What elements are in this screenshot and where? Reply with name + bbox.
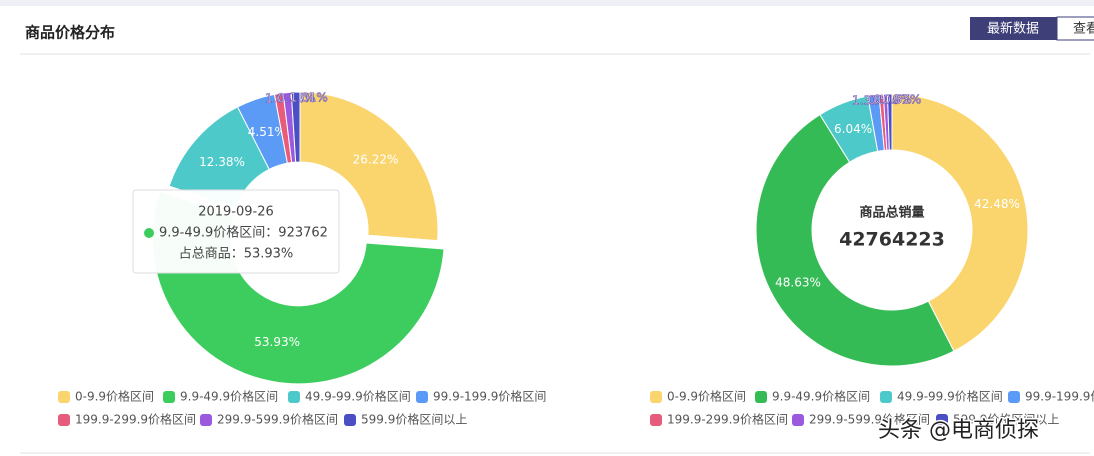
center-value: 42764223 bbox=[839, 229, 945, 251]
legend-label: 599.9价格区间以上 bbox=[361, 412, 467, 427]
slice-label: 1.01% bbox=[290, 91, 328, 105]
slice-label: 0.53% bbox=[883, 93, 921, 107]
button-view-label[interactable]: 查看 bbox=[1073, 21, 1094, 37]
tooltip: 2019-09-26 9.9-49.9价格区间：923762 占总商品：53.9… bbox=[132, 189, 340, 274]
legend-swatch bbox=[880, 391, 892, 403]
slice bbox=[886, 93, 893, 151]
tooltip-share: 占总商品：53.93% bbox=[179, 247, 294, 262]
slice-label: 48.63% bbox=[775, 276, 821, 290]
slice-label: 42.48% bbox=[974, 197, 1020, 211]
slice bbox=[891, 93, 1029, 352]
legend-label: 99.9-199.9价格区间 bbox=[433, 389, 546, 404]
legend-label: 99.9-199.9价格区间 bbox=[1025, 389, 1094, 404]
legend-label: 0-9.9价格区间 bbox=[75, 389, 154, 404]
legend-swatch bbox=[755, 391, 767, 403]
legend-swatch bbox=[288, 391, 300, 403]
button-view[interactable] bbox=[1056, 16, 1094, 41]
tooltip-box bbox=[132, 189, 340, 274]
legend-swatch bbox=[200, 414, 212, 426]
slice-label: 26.22% bbox=[353, 153, 399, 167]
slice bbox=[290, 91, 301, 163]
panel-title: 商品价格分布 bbox=[25, 24, 115, 42]
legend-label: 9.9-49.9价格区间 bbox=[180, 389, 278, 404]
legend-label: 9.9-49.9价格区间 bbox=[772, 389, 870, 404]
tooltip-line: 9.9-49.9价格区间：923762 bbox=[159, 225, 328, 241]
slice bbox=[755, 113, 955, 367]
legend-swatch bbox=[58, 391, 70, 403]
button-latest-label[interactable]: 最新数据 bbox=[987, 21, 1039, 37]
legend-label: 0-9.9价格区间 bbox=[667, 389, 746, 404]
legend-label: 599.9价格区间以上 bbox=[953, 412, 1059, 427]
top-strip bbox=[0, 0, 1094, 6]
slice-label: 4.51% bbox=[248, 125, 286, 139]
legend-label: 49.9-99.9价格区间 bbox=[305, 389, 411, 404]
legend-swatch bbox=[650, 414, 662, 426]
legend-swatch bbox=[163, 391, 175, 403]
legend-swatch bbox=[792, 414, 804, 426]
slice-label: 53.93% bbox=[254, 335, 300, 349]
slice-label: 6.04% bbox=[834, 122, 872, 136]
legend-swatch bbox=[416, 391, 428, 403]
legend-label: 299.9-599.9价格区间 bbox=[217, 412, 338, 427]
legend-label: 49.9-99.9价格区间 bbox=[897, 389, 1003, 404]
legend-swatch bbox=[58, 414, 70, 426]
slice bbox=[299, 91, 439, 242]
legend-label: 199.9-299.9价格区间 bbox=[667, 412, 788, 427]
slice-label: 12.38% bbox=[199, 155, 245, 169]
button-latest[interactable] bbox=[970, 17, 1057, 40]
center-label: 商品总销量 bbox=[859, 205, 924, 221]
legend-swatch bbox=[344, 414, 356, 426]
tooltip-dot bbox=[144, 228, 154, 238]
watermark: 头条 @电商侦探 bbox=[878, 418, 1039, 443]
legend-swatch bbox=[936, 414, 948, 426]
legend-swatch bbox=[1008, 391, 1020, 403]
legend-label: 199.9-299.9价格区间 bbox=[75, 412, 196, 427]
legend-label: 299.9-599.9价格区间 bbox=[809, 412, 930, 427]
tooltip-date: 2019-09-26 bbox=[198, 205, 274, 220]
slice-label: 0.49% bbox=[874, 93, 912, 107]
legend-swatch bbox=[650, 391, 662, 403]
